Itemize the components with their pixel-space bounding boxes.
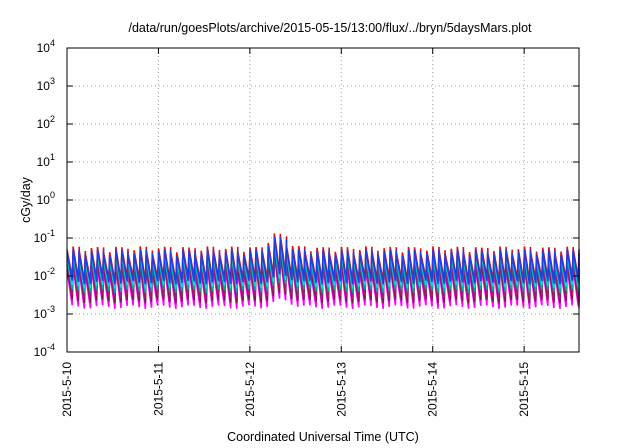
x-tick-label: 2015-5-13 — [334, 362, 348, 417]
y-tick-label: 10-3 — [34, 304, 55, 321]
y-tick-label: 101 — [37, 152, 55, 169]
x-axis-label: Coordinated Universal Time (UTC) — [227, 430, 419, 444]
x-tick-label: 2015-5-14 — [426, 362, 440, 417]
data-series — [66, 233, 580, 310]
axis-ticks — [66, 47, 579, 353]
y-tick-label: 10-4 — [34, 342, 55, 359]
y-axis-label: cGy/day — [19, 176, 33, 223]
y-tick-label: 102 — [37, 114, 55, 131]
x-tick-label: 2015-5-12 — [243, 362, 257, 417]
x-tick-label: 2015-5-15 — [517, 362, 531, 417]
chart-title: /data/run/goesPlots/archive/2015-05-15/1… — [128, 21, 532, 35]
y-tick-label: 103 — [37, 76, 55, 93]
y-tick-label: 100 — [37, 190, 55, 207]
series-line — [66, 236, 580, 285]
x-tick-labels: 2015-5-10 2015-5-11 2015-5-12 2015-5-13 2015… — [60, 362, 531, 417]
y-tick-label: 10-1 — [34, 228, 55, 245]
y-tick-labels: 10-4 10-3 10-2 10-1 100 101 102 103 104 — [34, 38, 55, 359]
x-tick-label: 2015-5-11 — [151, 362, 165, 416]
y-tick-label: 104 — [37, 38, 55, 55]
x-tick-label: 2015-5-10 — [60, 362, 74, 417]
y-tick-label: 10-2 — [34, 266, 55, 283]
